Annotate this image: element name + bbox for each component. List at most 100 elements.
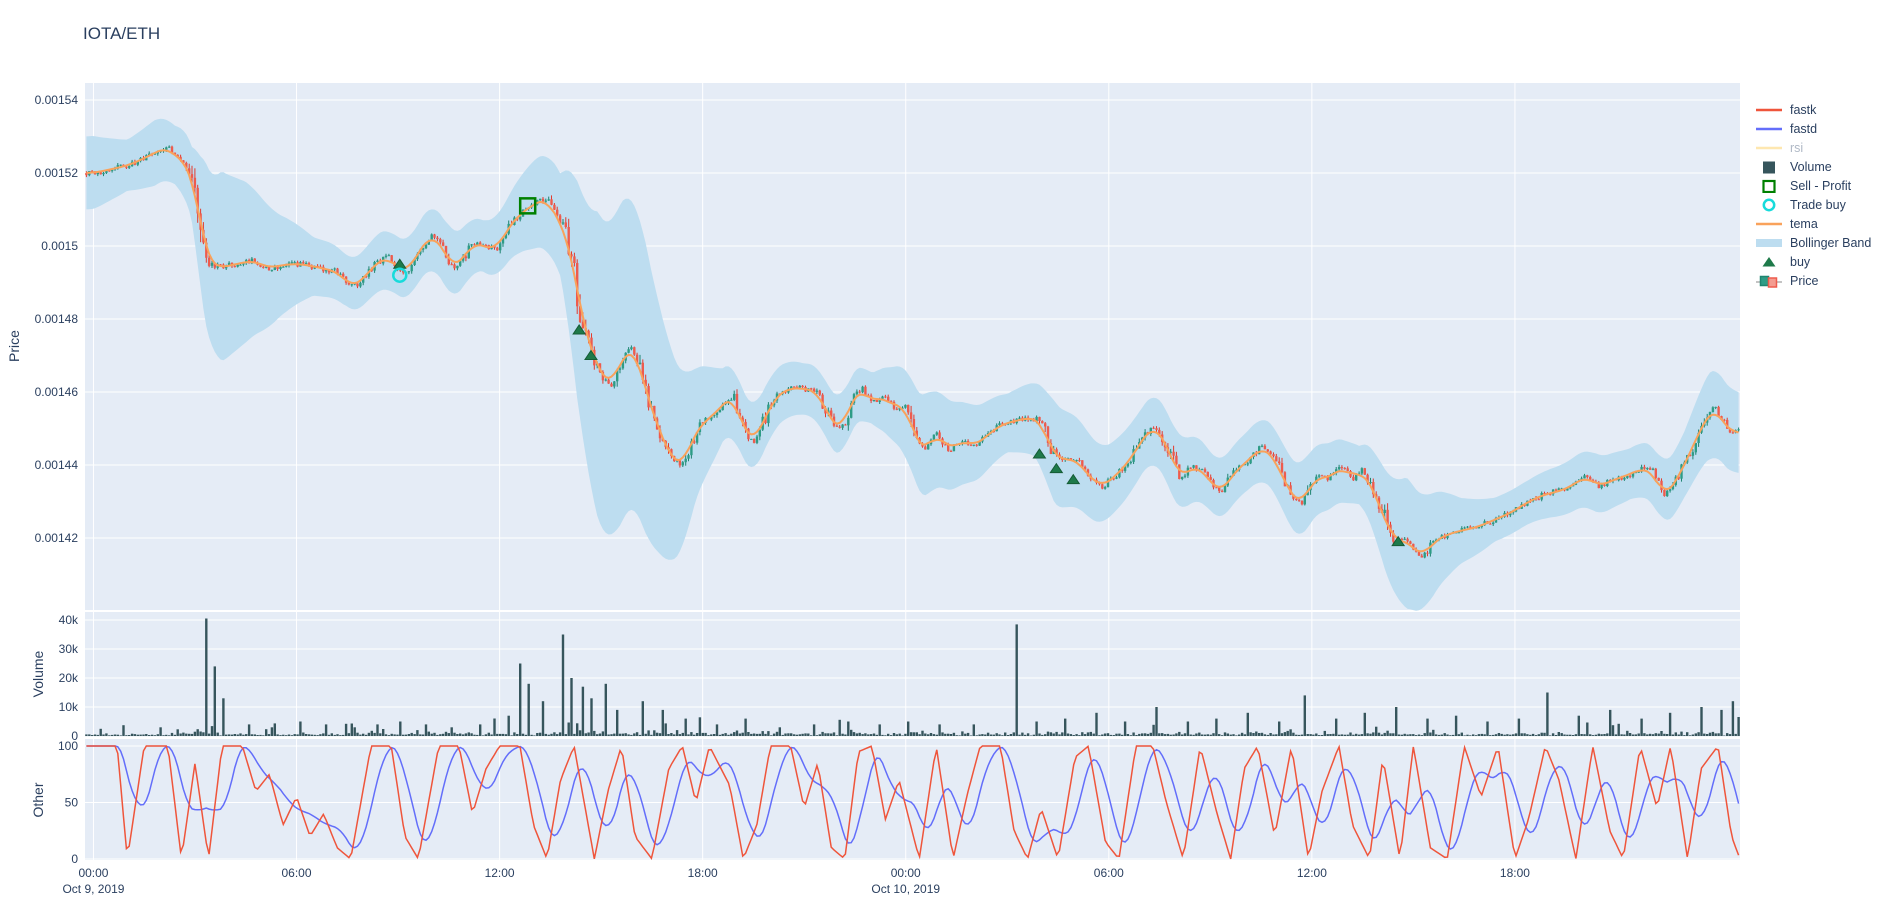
volume-bar [493,718,496,736]
volume-bar [1335,718,1338,736]
candle-body [558,215,562,224]
fastd-line [86,745,1740,850]
volume-bar [673,734,676,736]
candle-body [924,446,927,450]
candle-body [1175,455,1178,465]
candle-body [125,166,128,168]
candle-body [644,379,647,386]
candle-body [715,412,719,415]
volume-bar [1697,732,1700,736]
legend-item-tema[interactable]: tema [1754,214,1888,233]
candle-body [844,424,847,426]
candle-body [1409,541,1412,544]
candle-body [1315,476,1318,483]
volume-bar [247,724,251,736]
buy-marker [1032,448,1047,459]
volume-bar [1109,734,1112,736]
candle-body [938,432,941,439]
buy-legend-swatch-icon [1762,256,1776,266]
legend-item-rsi[interactable]: rsi [1754,138,1888,157]
volume-bar [1412,734,1415,736]
volume-bar [396,734,399,736]
legend-item-buy[interactable]: buy [1754,252,1888,271]
volume-bar [852,732,856,736]
volume-bar [1355,733,1358,736]
candle-body [547,199,550,201]
legend-item-bollinger-band[interactable]: Bollinger Band [1754,233,1888,252]
volume-bar [1674,732,1677,736]
volume-bar [259,734,262,736]
volume-bar [1192,734,1195,736]
volume-bar [1035,721,1038,736]
volume-bar [701,732,704,736]
volume-bar [282,734,285,736]
candle-body [1566,488,1569,491]
volume-bar [1226,733,1229,736]
volume-bar [1728,734,1732,736]
candle-body [1688,455,1692,457]
candle-body [1654,468,1657,478]
volume-bar [801,733,804,736]
volume-bar [727,734,730,736]
volume-bar [1357,734,1361,736]
volume-bar [319,734,322,736]
volume-bar [878,724,881,736]
sell-profit-legend-swatch-icon [1762,179,1776,193]
volume-bar [1497,733,1501,736]
volume-bar [1580,734,1583,736]
volume-bar [1708,732,1712,736]
bollinger-band-legend-swatch-icon [1756,238,1782,247]
legend-item-volume[interactable]: Volume [1754,157,1888,176]
candle-body [847,417,850,426]
candle-body [464,256,468,259]
volume-bar [693,734,696,736]
candle-body [182,160,185,163]
volume-bar [929,733,933,736]
candle-body [1083,466,1087,470]
legend-item-fastk[interactable]: fastk [1754,100,1888,119]
buy-marker [1391,535,1406,547]
candle-body [270,270,274,272]
volume-bar [1711,731,1715,736]
volume-bar [1731,701,1735,736]
legend-label: Price [1790,273,1819,288]
volume-bar [162,735,165,736]
volume-bar [610,734,613,736]
candle-body [604,379,607,381]
candle-body [621,360,625,369]
volume-bar [190,733,194,736]
volume-bar [661,709,664,736]
legend-item-sell-profit[interactable]: Sell - Profit [1754,176,1888,195]
candle-body [259,264,262,267]
legend-item-price[interactable]: Price [1754,271,1888,290]
legend-item-fastd[interactable]: fastd [1754,119,1888,138]
volume-bar [1437,734,1441,736]
candle-body [1035,416,1038,422]
legend-swatch [1754,198,1784,212]
candle-body [439,239,442,243]
candle-body [1714,406,1717,408]
volume-bar [1121,734,1124,736]
volume-bar [1383,732,1386,736]
candle-body [205,242,208,258]
volume-bar [1472,734,1475,736]
volume-bar [1666,734,1669,736]
legend-item-trade-buy[interactable]: Trade buy [1754,195,1888,214]
volume-bar [1112,735,1115,736]
volume-bar [818,734,821,736]
volume-bar [593,730,596,736]
volume-bar [738,733,742,736]
volume-bar [1306,734,1309,736]
volume-bar [1469,735,1472,736]
volume-bar [1295,734,1298,736]
candle-body [410,265,413,272]
volume-bar [1723,735,1726,736]
candle-body [1603,484,1606,486]
candle-body [864,386,867,396]
candle-body [713,415,716,417]
candle-body [730,399,733,401]
candle-body [1697,432,1700,443]
y-axis-title-other: Other [30,782,46,818]
candle-body [376,260,379,262]
